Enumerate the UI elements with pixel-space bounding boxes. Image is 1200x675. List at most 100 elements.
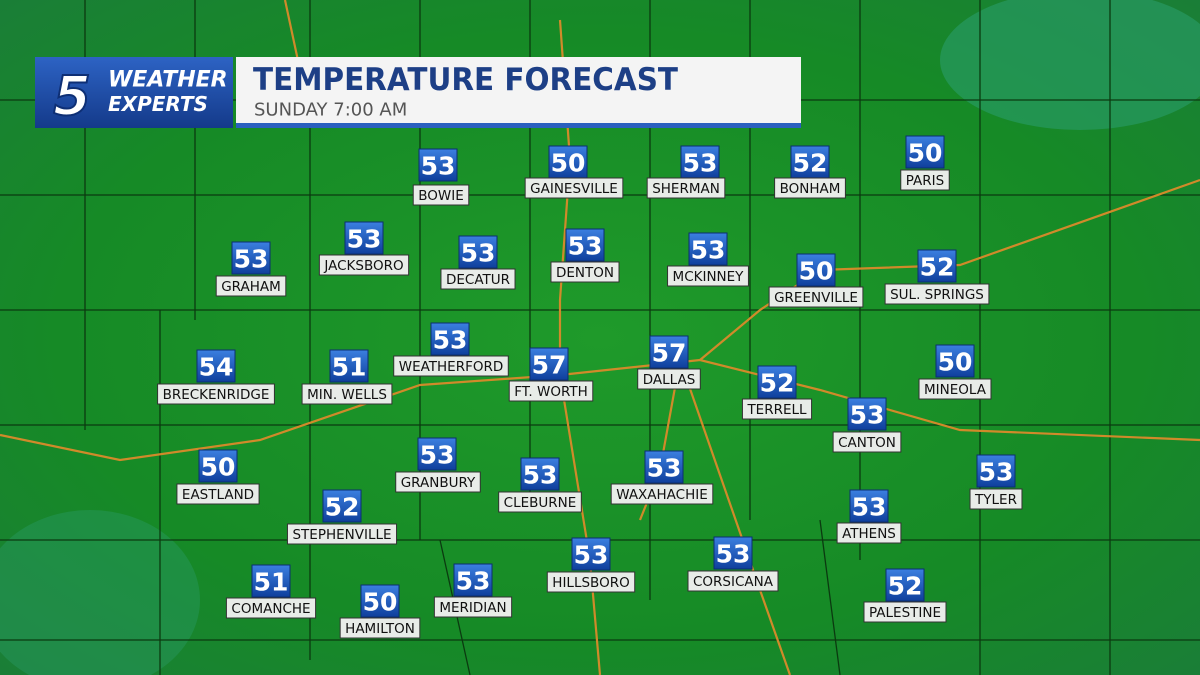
city-name: HILLSBORO [552,575,629,591]
temp-value: 57 [652,339,687,368]
city-label-box [832,431,902,453]
city-name: DALLAS [643,372,696,388]
temp-value: 53 [347,225,382,254]
city-label-box [157,383,275,405]
city-name: EASTLAND [182,487,254,503]
city-label-box [687,570,779,592]
temp-box [344,221,384,255]
city-label-box [637,368,701,390]
temp-box [458,235,498,269]
city-label-box [339,617,421,639]
city-label-box [225,597,317,619]
city-label-box [774,177,846,199]
temp-value: 53 [979,458,1014,487]
city-label-box [286,523,398,545]
temp-box [529,347,569,381]
city-label-box [884,283,990,305]
temp-value: 53 [691,236,726,265]
city-name: CLEBURNE [504,495,577,511]
subtitle: SUNDAY 7:00 AM [254,100,407,121]
temp-value: 50 [799,257,834,286]
temp-box [360,584,400,618]
cool-area [940,0,1200,130]
temp-value: 50 [938,348,973,377]
logo-box [35,57,233,128]
cool-area [0,510,200,675]
temp-box [649,335,689,369]
city-name: PARIS [906,173,944,189]
city-label-box [969,488,1023,510]
city-name: FT. WORTH [514,384,588,400]
city-name: DENTON [556,265,614,281]
temp-value: 53 [683,149,718,178]
city-name: JACKSBORO [323,258,403,274]
city-label-box [546,571,636,593]
temp-box [976,454,1016,488]
logo-number: 5 [53,65,91,128]
temp-box [453,563,493,597]
temp-box [571,537,611,571]
city-label-box [900,169,950,191]
temp-value: 50 [908,139,943,168]
temp-box [688,232,728,266]
temp-value: 50 [363,588,398,617]
city-name: GREENVILLE [774,290,858,306]
temp-value: 52 [793,149,828,178]
city-label-box [918,378,992,400]
city-label-box [215,275,287,297]
title-banner [236,57,801,125]
temp-value: 53 [456,567,491,596]
city-name: MIN. WELLS [307,387,387,403]
temp-box [418,148,458,182]
city-name: HAMILTON [345,621,415,637]
city-name: GRANBURY [401,475,476,491]
city-label-box [646,177,726,199]
city-name: MERIDIAN [439,600,506,616]
city-label-box [318,254,410,276]
temp-value: 53 [234,245,269,274]
temp-box [565,228,605,262]
temp-value: 50 [201,453,236,482]
city-label-box [433,596,513,618]
temp-value: 52 [325,493,360,522]
temp-value: 50 [551,149,586,178]
logo-line2: EXPERTS [108,92,208,116]
temp-box [849,489,889,523]
city-label-box [741,398,813,420]
city-label-box [768,286,864,308]
city-name: PALESTINE [869,605,941,621]
city-markers: 53 BOWIE 50 GAINESVILLE 53 SHERMAN 52 BONHAM 50 P… [157,135,1023,639]
city-name: CANTON [838,435,896,451]
temp-box [847,397,887,431]
city-name: TYLER [974,492,1017,508]
city-label-box [440,268,516,290]
temp-box [790,145,830,179]
title-banner-strip [236,123,801,128]
temp-value: 53 [647,454,682,483]
temp-value: 52 [920,253,955,282]
temp-box [329,349,369,383]
temp-box [251,564,291,598]
city-name: WEATHERFORD [399,359,504,375]
city-name: SHERMAN [652,181,720,197]
temp-box [905,135,945,169]
temp-box [231,241,271,275]
temp-value: 53 [420,441,455,470]
city-name: TERRELL [746,402,807,418]
temp-box [548,145,588,179]
temp-box [198,449,238,483]
city-name: BOWIE [418,188,464,204]
temp-value: 53 [716,540,751,569]
city-label-box [412,184,470,206]
temp-value: 57 [532,351,567,380]
temp-value: 53 [461,239,496,268]
temp-box [935,344,975,378]
temp-box [885,568,925,602]
city-label-box [610,483,714,505]
city-name: CORSICANA [693,574,774,590]
temp-box [917,249,957,283]
temp-box [196,349,236,383]
temp-value: 52 [888,572,923,601]
